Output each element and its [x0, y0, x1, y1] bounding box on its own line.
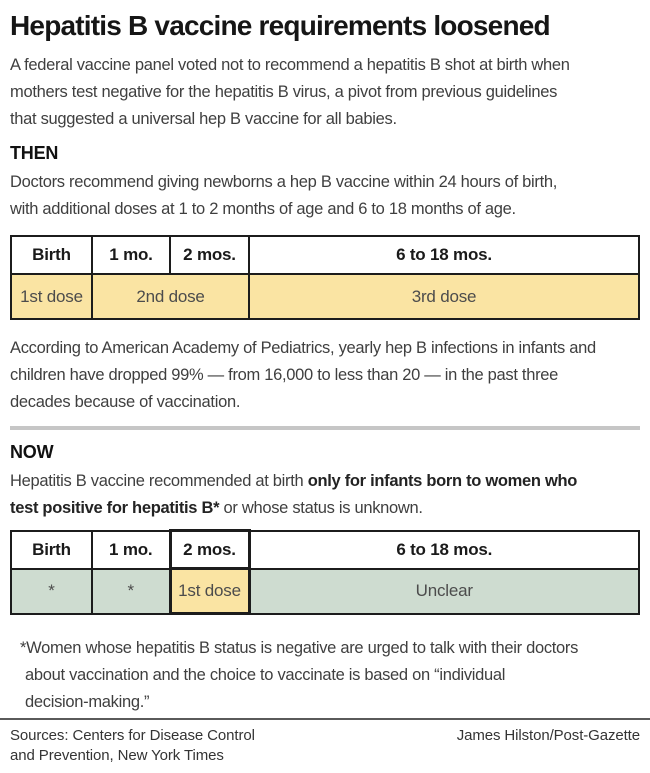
now-cell-unclear: Unclear — [248, 567, 640, 615]
according-paragraph: According to American Academy of Pediatr… — [10, 339, 596, 411]
then-cell-2nd-dose: 2nd dose — [91, 273, 250, 320]
now-text-start: Hepatitis B vaccine recommended at birth — [10, 472, 308, 490]
now-cell-1mo-asterisk: * — [91, 567, 171, 615]
now-cell-birth-asterisk: * — [10, 567, 93, 615]
then-header-6to18: 6 to 18 mos. — [248, 235, 640, 275]
now-table-header-row: Birth 1 mo. 2 mos. 6 to 18 mos. — [10, 529, 640, 570]
now-header-2mos: 2 mos. — [168, 529, 251, 570]
sources-row: Sources: Centers for Disease Control and… — [10, 726, 640, 766]
now-header-birth: Birth — [10, 529, 93, 570]
then-header-birth: Birth — [10, 235, 93, 275]
now-header-1mo: 1 mo. — [91, 529, 171, 570]
then-table-header-row: Birth 1 mo. 2 mos. 6 to 18 mos. — [10, 235, 640, 275]
now-text-end: or whose status is unknown. — [219, 499, 423, 517]
now-cell-1st-dose: 1st dose — [168, 567, 251, 615]
now-text-bold: only for infants born to women who test … — [10, 472, 578, 517]
then-cell-1st-dose: 1st dose — [10, 273, 93, 320]
intro-paragraph: A federal vaccine panel voted not to rec… — [10, 56, 570, 128]
now-paragraph: Hepatitis B vaccine recommended at birth… — [10, 468, 640, 522]
now-heading: NOW — [10, 442, 54, 462]
now-header-6to18: 6 to 18 mos. — [248, 529, 640, 570]
then-table-dose-row: 1st dose 2nd dose 3rd dose — [10, 273, 640, 320]
then-cell-3rd-dose: 3rd dose — [248, 273, 640, 320]
page-title: Hepatitis B vaccine requirements loosene… — [10, 10, 551, 41]
section-divider — [10, 426, 640, 430]
credit-text: James Hilston/Post-Gazette — [456, 727, 640, 744]
now-schedule-table: Birth 1 mo. 2 mos. 6 to 18 mos. * * 1st … — [10, 529, 640, 615]
footnote-paragraph: *Women whose hepatitis B status is negat… — [20, 639, 579, 711]
then-header-1mo: 1 mo. — [91, 235, 171, 275]
now-table-dose-row: * * 1st dose Unclear — [10, 567, 640, 615]
sources-rule — [0, 718, 650, 720]
then-schedule-table: Birth 1 mo. 2 mos. 6 to 18 mos. 1st dose… — [10, 235, 640, 320]
then-header-2mos: 2 mos. — [169, 235, 250, 275]
then-heading: THEN — [10, 143, 59, 163]
sources-text: Sources: Centers for Disease Control and… — [10, 727, 255, 764]
then-paragraph: Doctors recommend giving newborns a hep … — [10, 173, 558, 218]
